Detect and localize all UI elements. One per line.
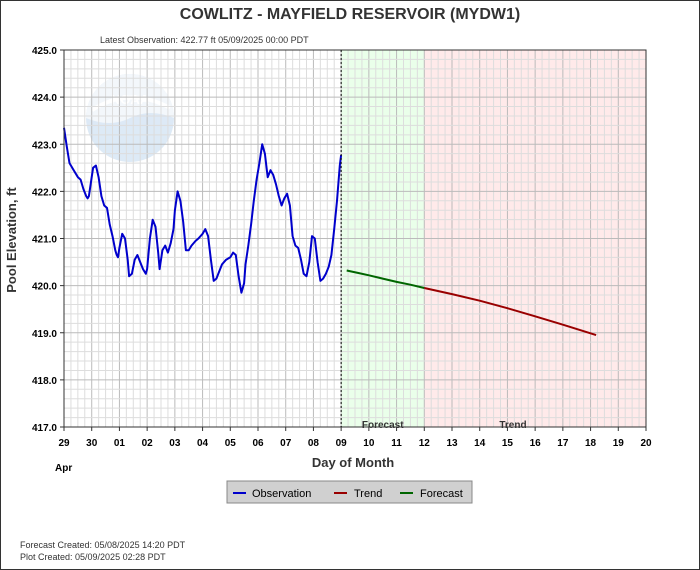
noaa-logo-watermark: NOAA — [86, 74, 174, 162]
y-tick-label: 421.0 — [32, 235, 57, 246]
x-tick-label: 19 — [613, 438, 625, 449]
x-tick-label: 01 — [114, 438, 126, 449]
legend-label-forecast: Forecast — [420, 488, 463, 500]
x-tick-label: 02 — [142, 438, 154, 449]
y-tick-label: 425.0 — [32, 46, 57, 57]
series-line-trend — [424, 287, 597, 337]
x-axis-ticks: 29 30 01 02 03 04 05 06 07 08 09 10 11 12 13 14 15 16 17 18… — [58, 427, 652, 449]
x-tick-label: 06 — [252, 438, 264, 449]
x-axis-label: Day of Month — [312, 455, 394, 470]
x-tick-label: 16 — [530, 438, 542, 449]
latest-observation-text: Latest Observation: 422.77 ft 05/09/2025… — [100, 35, 309, 45]
x-tick-label: 03 — [169, 438, 181, 449]
x-axis-month-label: Apr — [55, 463, 72, 474]
y-tick-label: 420.0 — [32, 282, 57, 293]
forecast-region-label: Forecast — [362, 420, 404, 431]
x-tick-label: 12 — [419, 438, 431, 449]
y-tick-label: 423.0 — [32, 140, 57, 151]
grid-lines — [63, 49, 647, 428]
x-tick-label: 18 — [585, 438, 597, 449]
y-tick-label: 418.0 — [32, 376, 57, 387]
x-tick-label: 30 — [86, 438, 98, 449]
forecast-created-text: Forecast Created: 05/08/2025 14:20 PDT — [20, 540, 186, 550]
y-tick-label: 422.0 — [32, 187, 57, 198]
x-tick-label: 11 — [391, 438, 402, 449]
y-axis-ticks: 417.0 418.0 419.0 420.0 421.0 422.0 423.0 424.0… — [32, 46, 64, 434]
x-tick-label: 08 — [308, 438, 320, 449]
y-axis-label: Pool Elevation, ft — [4, 187, 19, 293]
x-tick-label: 05 — [225, 438, 237, 449]
legend-label-observation: Observation — [252, 488, 311, 500]
x-tick-label: 17 — [557, 438, 569, 449]
x-tick-label: 04 — [197, 438, 209, 449]
noaa-logo-text: NOAA — [111, 92, 150, 107]
chart-title: COWLITZ - MAYFIELD RESERVOIR (MYDW1) — [180, 6, 520, 23]
x-tick-label: 29 — [58, 438, 70, 449]
legend-box — [226, 480, 473, 504]
x-tick-label: 15 — [502, 438, 514, 449]
x-tick-label: 09 — [336, 438, 348, 449]
trend-region-label: Trend — [499, 420, 526, 431]
legend-label-trend: Trend — [354, 488, 382, 500]
x-tick-label: 14 — [474, 438, 486, 449]
y-tick-label: 417.0 — [32, 423, 57, 434]
series-line-observation — [63, 127, 343, 294]
plot-created-text: Plot Created: 05/09/2025 02:28 PDT — [20, 552, 166, 562]
y-tick-label: 424.0 — [32, 93, 57, 104]
legend: Observation Trend Forecast — [226, 480, 473, 504]
y-tick-label: 419.0 — [32, 329, 57, 340]
x-tick-label: 10 — [363, 438, 375, 449]
x-tick-label: 13 — [446, 438, 458, 449]
x-tick-label: 20 — [640, 438, 652, 449]
data-series — [63, 127, 597, 337]
series-line-forecast — [346, 269, 425, 289]
x-tick-label: 07 — [280, 438, 292, 449]
